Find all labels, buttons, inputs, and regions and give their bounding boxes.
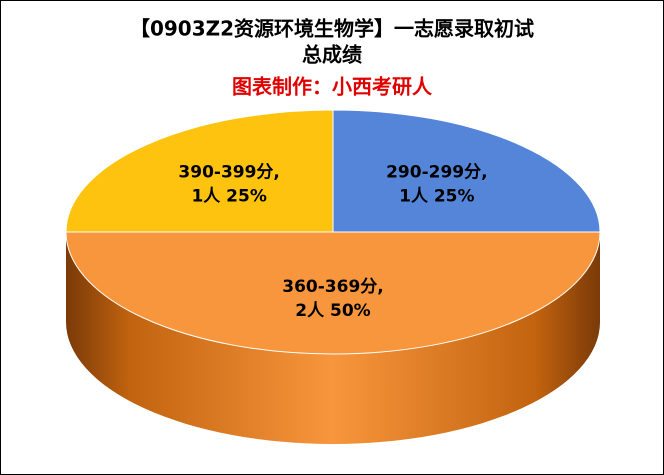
data-label-value: 1人 25% — [191, 187, 266, 207]
pie-side — [66, 232, 600, 444]
pie-slice — [332, 109, 601, 233]
chart-title: 【0903Z2资源环境生物学】一志愿录取初试 — [130, 17, 534, 41]
data-label-category: 390-399分, — [178, 163, 280, 183]
data-labels: 290-299分, 1人 25% 360-369分, 2人 50% 390-399分, 1… — [178, 163, 487, 322]
pie-slice — [65, 231, 601, 355]
data-label-category: 290-299分, — [386, 163, 488, 183]
data-label-category: 360-369分, — [282, 277, 384, 297]
data-label-value: 1人 25% — [399, 187, 474, 207]
pie — [65, 109, 601, 444]
pie-slice — [65, 109, 334, 233]
chart-title: 总成绩 — [302, 43, 362, 67]
data-label-value: 2人 50% — [295, 301, 370, 321]
chart-subtitle: 图表制作：小西考研人 — [232, 75, 433, 99]
